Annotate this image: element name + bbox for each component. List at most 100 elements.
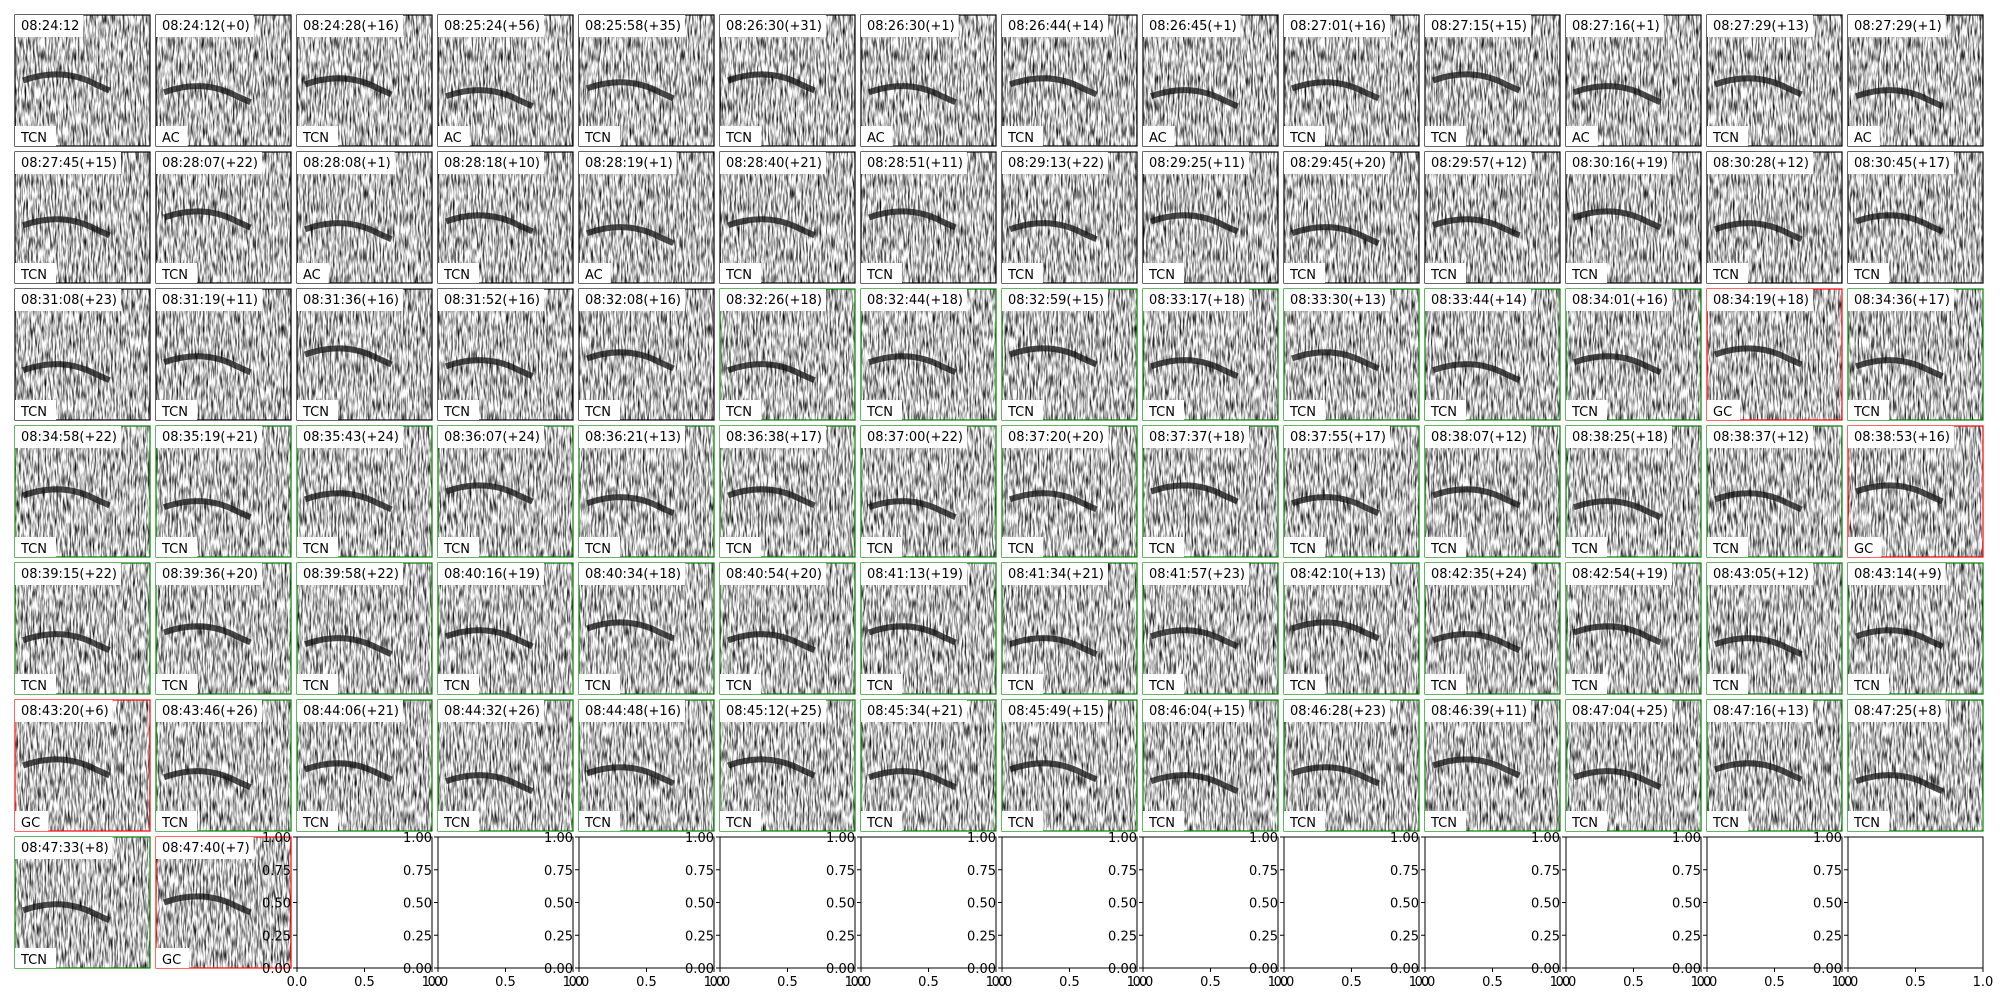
species-label-bg	[297, 400, 338, 420]
call-trace	[303, 760, 393, 783]
species-label: TCN	[1712, 131, 1739, 146]
spectrogram-panel: 08:27:29(+1) AC	[1847, 14, 1984, 147]
call-trace	[867, 353, 957, 376]
species-label-bg	[720, 811, 761, 831]
time-label: 08:36:07(+24)	[444, 430, 540, 445]
species-label: TCN	[866, 816, 893, 831]
call-trace	[1572, 623, 1662, 646]
species-label-bg	[1143, 811, 1184, 831]
time-label: 08:31:36(+16)	[303, 293, 399, 308]
time-label: 08:37:37(+18)	[1149, 430, 1245, 445]
time-label-bg	[1425, 152, 1531, 174]
time-label: 08:39:15(+22)	[21, 567, 117, 582]
y-tick-label: 0.00	[1531, 962, 1560, 977]
species-label-bg	[1425, 537, 1466, 557]
species-label-bg	[1566, 537, 1607, 557]
species-label-bg	[1566, 263, 1607, 283]
time-label: 08:40:34(+18)	[585, 567, 681, 582]
time-label: 08:33:44(+14)	[1431, 293, 1527, 308]
y-tick-label: 0.00	[1249, 962, 1278, 977]
spectrogram-panel: 08:31:36(+16) TCN	[296, 288, 433, 421]
time-label: 08:31:19(+11)	[162, 293, 258, 308]
species-label: TCN	[1430, 405, 1457, 420]
species-label: TCN	[1289, 679, 1316, 694]
time-label: 08:26:30(+31)	[726, 19, 822, 34]
call-trace	[1008, 760, 1098, 783]
time-label: 08:39:58(+22)	[303, 567, 399, 582]
call-trace	[585, 79, 675, 102]
x-tick-label: 0.0	[710, 975, 731, 990]
call-trace	[1572, 208, 1662, 231]
call-trace	[444, 87, 534, 109]
y-tick-label: 0.25	[685, 929, 714, 944]
time-label-bg	[861, 563, 967, 585]
time-label: 08:44:32(+26)	[444, 704, 540, 719]
time-label: 08:29:57(+12)	[1431, 156, 1527, 171]
time-label: 08:29:25(+11)	[1149, 156, 1245, 171]
species-label: TCN	[1007, 542, 1034, 557]
time-label: 08:27:29(+13)	[1713, 19, 1809, 34]
spectrogram-panel: 08:40:54(+20) TCN	[719, 562, 856, 695]
species-label: TCN	[1289, 405, 1316, 420]
call-trace	[1713, 490, 1803, 513]
species-label-bg	[1707, 537, 1748, 557]
species-label: TCN	[1853, 405, 1880, 420]
y-tick-label: 0.75	[1390, 864, 1419, 879]
species-label-bg	[1848, 400, 1889, 420]
species-label-bg	[1143, 126, 1175, 146]
x-tick-label: 1.0	[704, 975, 725, 990]
species-label: TCN	[1289, 131, 1316, 146]
time-label-bg	[438, 563, 544, 585]
species-label-bg	[1425, 400, 1466, 420]
species-label-bg	[1143, 400, 1184, 420]
time-label-bg	[156, 426, 262, 448]
y-tick-label: 0.25	[826, 929, 855, 944]
x-tick-label: 1.0	[986, 975, 1007, 990]
call-trace	[726, 756, 816, 779]
time-label-bg	[1848, 289, 1954, 311]
y-tick-label: 0.75	[1813, 864, 1842, 879]
call-trace	[1854, 772, 1944, 794]
time-label: 08:47:25(+8)	[1854, 704, 1942, 719]
call-trace	[1290, 619, 1380, 642]
spectrogram-panel: 08:43:05(+12) TCN	[1706, 562, 1843, 695]
y-tick-label: 0.50	[262, 897, 291, 912]
time-label-bg	[15, 837, 113, 859]
call-trace	[162, 353, 252, 376]
time-label: 08:44:06(+21)	[303, 704, 399, 719]
time-label: 08:38:53(+16)	[1854, 430, 1950, 445]
call-trace	[1854, 357, 1944, 380]
time-label: 08:43:20(+6)	[21, 704, 109, 719]
x-tick-label: 0.0	[1838, 975, 1859, 990]
time-label-bg	[438, 289, 544, 311]
spectrogram-panel: 08:43:14(+9) TCN	[1847, 562, 1984, 695]
axes-frame	[860, 836, 997, 969]
species-label-bg	[1002, 537, 1043, 557]
species-label-bg	[156, 126, 188, 146]
call-trace	[303, 635, 393, 657]
x-tick-label: 1.0	[1973, 975, 1994, 990]
time-label: 08:47:40(+7)	[162, 841, 250, 856]
y-tick-label: 0.50	[1249, 897, 1278, 912]
species-label: AC	[1854, 131, 1872, 146]
time-label: 08:34:01(+16)	[1572, 293, 1668, 308]
time-label-bg	[1002, 426, 1108, 448]
time-label: 08:40:54(+20)	[726, 567, 822, 582]
spectrogram-panel: 08:39:15(+22) TCN	[14, 562, 151, 695]
y-tick-label: 0.25	[544, 929, 573, 944]
time-label-bg	[1143, 289, 1249, 311]
species-label-bg	[1143, 537, 1184, 557]
call-trace	[1572, 768, 1662, 791]
time-label: 08:28:40(+21)	[726, 156, 822, 171]
axes-frame	[1424, 836, 1561, 969]
y-tick-label: 1.00	[826, 831, 855, 846]
species-label: TCN	[725, 542, 752, 557]
spectrogram-panel: 08:28:07(+22) TCN	[155, 151, 292, 284]
spectrogram-panel: 08:26:44(+14) TCN	[1001, 14, 1138, 147]
x-tick-label: 0.5	[354, 975, 375, 990]
time-label-bg	[861, 152, 967, 174]
species-label: TCN	[1853, 679, 1880, 694]
time-label: 08:38:37(+12)	[1713, 430, 1809, 445]
time-label: 08:47:04(+25)	[1572, 704, 1668, 719]
species-label-bg	[1425, 811, 1466, 831]
